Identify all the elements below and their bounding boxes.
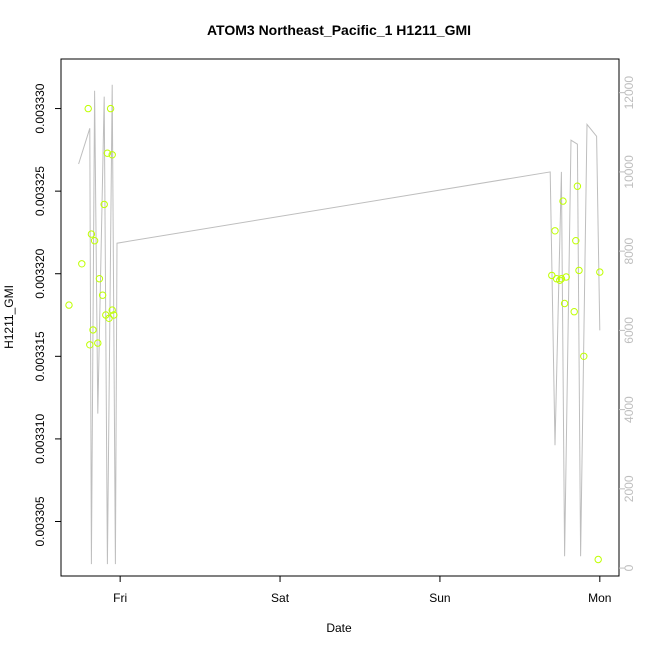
- y2-tick-label: 8000: [622, 237, 636, 264]
- data-point: [89, 326, 97, 334]
- data-point: [103, 149, 112, 157]
- x-tick-label: Sat: [271, 591, 290, 605]
- data-point: [594, 555, 602, 564]
- data-point: [559, 197, 567, 205]
- x-axis: Fri Sat Sun Mon: [113, 576, 611, 605]
- data-point: [557, 275, 566, 283]
- data-point: [87, 230, 96, 238]
- data-point: [572, 237, 580, 245]
- data-point: [95, 275, 104, 283]
- data-point: [90, 237, 99, 245]
- data-point: [108, 151, 116, 159]
- data-point: [551, 227, 559, 235]
- data-point: [78, 260, 86, 268]
- data-point: [580, 352, 588, 360]
- x-tick-label: Fri: [113, 591, 127, 605]
- y2-tick-label: 6000: [622, 317, 636, 344]
- data-point: [65, 301, 73, 309]
- data-point: [573, 182, 582, 190]
- y-tick-label: 0.003320: [33, 248, 47, 298]
- x-tick-label: Sun: [429, 591, 450, 605]
- x-axis-label: Date: [326, 621, 352, 635]
- y-tick-label: 0.003315: [33, 331, 47, 381]
- y2-tick-label: 12000: [622, 76, 636, 110]
- y-axis-label: H1211_GMI: [2, 285, 16, 349]
- y-tick-label: 0.003310: [33, 414, 47, 464]
- data-point: [86, 341, 94, 349]
- x-tick-label: Mon: [588, 591, 611, 605]
- y2-tick-label: 0: [622, 564, 636, 571]
- plot-frame: [60, 58, 620, 577]
- y-tick-label: 0.003330: [33, 83, 47, 133]
- data-point: [596, 268, 604, 276]
- y2-tick-label: 10000: [622, 155, 636, 189]
- data-point: [110, 311, 118, 319]
- data-point: [98, 291, 107, 299]
- y2-tick-label: 4000: [622, 396, 636, 423]
- data-point: [560, 299, 569, 308]
- data-point: [570, 308, 578, 316]
- data-point: [556, 276, 564, 284]
- data-point: [94, 339, 102, 347]
- chart-title: ATOM3 Northeast_Pacific_1 H1211_GMI: [207, 22, 471, 38]
- series-layer: [65, 84, 604, 565]
- data-point: [84, 104, 92, 113]
- y-tick-label: 0.003305: [33, 496, 47, 546]
- data-point: [106, 104, 115, 113]
- data-point: [100, 200, 108, 209]
- y-axis-left: 0.003305 0.003310 0.003315 0.003320 0.003325…: [33, 83, 61, 547]
- data-point: [108, 306, 116, 314]
- data-point: [575, 266, 583, 275]
- secondary-series-line: [78, 84, 601, 565]
- y2-tick-label: 2000: [622, 475, 636, 502]
- y-tick-label: 0.003325: [33, 166, 47, 216]
- y-axis-right: 0 2000 4000 6000 8000 10000 12000: [619, 76, 636, 571]
- data-point: [562, 273, 570, 281]
